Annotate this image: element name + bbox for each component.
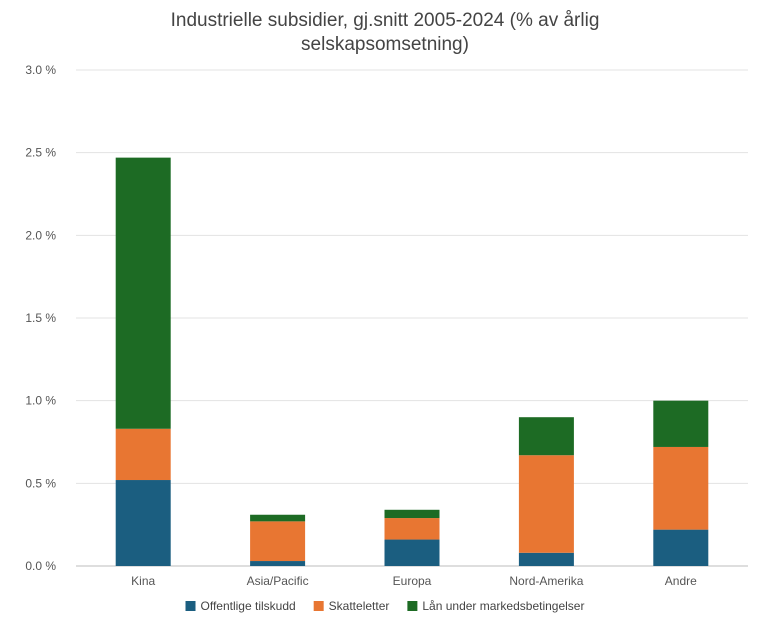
x-tick-label: Andre <box>665 574 697 588</box>
legend-label: Offentlige tilskudd <box>201 599 296 613</box>
bar-segment <box>384 518 440 540</box>
x-tick-label: Kina <box>131 574 155 588</box>
y-tick-label: 2.5 % <box>25 146 56 160</box>
bar-segment <box>384 509 440 519</box>
bar-segment <box>115 157 171 429</box>
bar-segment <box>115 480 171 566</box>
legend-label: Skatteletter <box>329 599 390 613</box>
y-tick-label: 1.0 % <box>25 394 56 408</box>
y-tick-label: 3.0 % <box>25 63 56 77</box>
y-tick-label: 1.5 % <box>25 311 56 325</box>
y-tick-label: 0.5 % <box>25 476 56 490</box>
bar-segment <box>653 446 709 530</box>
legend-swatch <box>313 601 324 611</box>
x-tick-label: Europa <box>393 574 432 588</box>
bar-segment <box>518 417 574 456</box>
legend-swatch <box>185 601 196 611</box>
bar-segment <box>518 455 574 553</box>
bar-segment <box>384 539 440 566</box>
bar-segment <box>250 561 306 566</box>
bar-segment <box>518 552 574 566</box>
legend-swatch <box>407 601 418 611</box>
y-tick-label: 2.0 % <box>25 228 56 242</box>
chart-title-line-1: Industrielle subsidier, gj.snitt 2005-20… <box>170 10 600 31</box>
bar-segment <box>653 400 709 447</box>
bar-segment <box>653 529 709 566</box>
legend-label: Lån under markedsbetingelser <box>422 599 584 613</box>
x-tick-label: Asia/Pacific <box>247 574 309 588</box>
x-tick-label: Nord-Amerika <box>509 574 583 588</box>
y-tick-label: 0.0 % <box>25 559 56 573</box>
bar-segment <box>250 521 306 562</box>
bar-segment <box>115 428 171 481</box>
chart-title-line-2: selskapsomsetning) <box>301 34 469 55</box>
bar-segment <box>250 514 306 522</box>
